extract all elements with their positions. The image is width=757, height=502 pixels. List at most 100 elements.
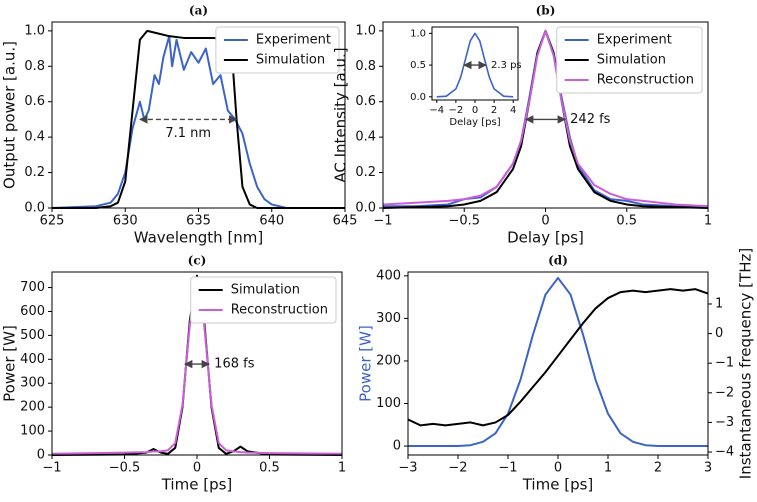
y-tick-label: 600 xyxy=(20,304,45,319)
panel: −3 −2 −1 0 1 2 3 0 100 200 300 400 −4 −3 −2 −1 0 1 (d) Time… xyxy=(357,248,755,494)
x-tick-label: 4 xyxy=(510,105,516,116)
y-tick-label: 0.2 xyxy=(24,165,45,180)
legend-label: Simulation xyxy=(231,283,300,298)
y-tick-label: 1.0 xyxy=(410,28,426,39)
y-tick-label: 0 xyxy=(37,448,45,463)
y-tick-label: 0.0 xyxy=(355,201,376,216)
x-tick-label: −1 xyxy=(42,461,61,476)
legend-label: Simulation xyxy=(256,53,325,68)
y2-tick-label: −1 xyxy=(715,356,734,371)
y-axis-label: AC Intensity [a.u.] xyxy=(332,47,350,182)
y-tick-label: 1.0 xyxy=(355,23,376,38)
panel: −1 −0.5 0 0.5 1 0 100 200 300 400 500 600 700 (c) Time… xyxy=(1,254,347,494)
plot-area xyxy=(408,272,708,455)
x-tick-label: −4 xyxy=(429,105,444,116)
panel-title: (c) xyxy=(188,254,207,268)
y2-tick-label: −4 xyxy=(715,445,734,460)
x-axis-label: Delay [ps] xyxy=(507,229,584,247)
x-tick-label: 635 xyxy=(186,214,211,229)
panel: 625 630 635 640 645 0.0 0.2 0.4 0.6 0.8 1.0 (a) Wave… xyxy=(1,4,358,247)
y-tick-label: 300 xyxy=(20,376,45,391)
x-tick-label: 0.5 xyxy=(616,214,637,229)
y-tick-label: 100 xyxy=(20,424,45,439)
legend-label: Reconstruction xyxy=(231,303,328,318)
series-line xyxy=(382,29,709,208)
x-tick-label: −1 xyxy=(498,461,517,476)
y-tick-label: 200 xyxy=(20,400,45,415)
y-axis-label: Power [W] xyxy=(357,325,375,402)
legend-label: Experiment xyxy=(256,33,331,48)
x-tick-label: 630 xyxy=(113,214,138,229)
legend-box xyxy=(190,276,337,324)
y-tick-label: 0.8 xyxy=(24,59,45,74)
y-tick-label: 0.4 xyxy=(355,130,376,145)
annotation-label: 2.3 ps xyxy=(491,60,522,71)
x-axis-label: Time [ps] xyxy=(161,476,233,494)
y2-tick-label: 1 xyxy=(715,296,723,311)
x-tick-label: 0 xyxy=(193,461,201,476)
y-tick-label: 0.8 xyxy=(355,59,376,74)
legend: Experiment Simulation xyxy=(215,26,340,74)
x-tick-label: 0 xyxy=(472,105,478,116)
y-tick-label: 0.2 xyxy=(355,165,376,180)
legend-box xyxy=(556,26,703,94)
series-line xyxy=(407,288,709,427)
series-line xyxy=(408,276,708,448)
series-line xyxy=(52,29,345,209)
x-tick-label: 3 xyxy=(704,461,712,476)
y-tick-label: 0.6 xyxy=(355,94,376,109)
x-tick-label: 1 xyxy=(604,461,612,476)
x-axis-label: Delay [ps] xyxy=(449,117,500,128)
x-tick-label: 0 xyxy=(541,214,549,229)
panel: −4 −2 0 2 4 0.0 0.5 1.0 Delay [ps] 2.3 ps xyxy=(410,26,522,128)
y-tick-label: 0.4 xyxy=(24,130,45,145)
y-tick-label: 400 xyxy=(20,352,45,367)
legend-box xyxy=(215,26,340,74)
x-tick-label: 2 xyxy=(654,461,662,476)
x-tick-label: 1 xyxy=(704,214,712,229)
panel-title: (d) xyxy=(548,254,568,268)
y-tick-label: 1.0 xyxy=(24,23,45,38)
y-tick-label: 200 xyxy=(376,353,401,368)
x-tick-label: 2 xyxy=(491,105,497,116)
annotation-label: 7.1 nm xyxy=(165,126,211,141)
x-tick-label: 645 xyxy=(333,214,358,229)
legend: Experiment Simulation Reconstruction xyxy=(556,26,703,94)
x-tick-label: −3 xyxy=(398,461,417,476)
y2-tick-label: −2 xyxy=(715,385,734,400)
legend: Simulation Reconstruction xyxy=(190,276,337,324)
legend-label: Simulation xyxy=(597,53,666,68)
y-tick-label: 0.0 xyxy=(24,201,45,216)
y-tick-label: 700 xyxy=(20,280,45,295)
y2-tick-label: 0 xyxy=(715,326,723,341)
panel-title: (b) xyxy=(536,4,556,18)
x-tick-label: 0.5 xyxy=(259,461,280,476)
x-tick-label: −1 xyxy=(373,214,392,229)
y-tick-label: 0.5 xyxy=(410,60,426,71)
y2-tick-label: −3 xyxy=(715,415,734,430)
y-tick-label: 0.6 xyxy=(24,94,45,109)
x-tick-label: 640 xyxy=(259,214,284,229)
y-tick-label: 400 xyxy=(376,268,401,283)
series-line xyxy=(51,274,343,456)
x-axis-label: Wavelength [nm] xyxy=(134,229,264,247)
series-line xyxy=(436,32,514,98)
x-tick-label: −0.5 xyxy=(448,214,480,229)
panel: −1 −0.5 0 0.5 1 0.0 0.2 0.4 0.6 0.8 1.0 (b) Delay [p… xyxy=(332,4,713,247)
y-tick-label: 100 xyxy=(376,396,401,411)
y-tick-label: 500 xyxy=(20,328,45,343)
y-tick-label: 0.0 xyxy=(410,92,426,103)
x-tick-label: −0.5 xyxy=(109,461,141,476)
x-tick-label: −2 xyxy=(449,105,464,116)
x-tick-label: −2 xyxy=(448,461,467,476)
x-axis-label: Time [ps] xyxy=(522,476,594,494)
x-tick-label: 625 xyxy=(40,214,65,229)
y-tick-label: 0 xyxy=(393,439,401,454)
y-axis-label: Output power [a.u.] xyxy=(1,41,19,189)
panel-title: (a) xyxy=(189,4,208,18)
x-tick-label: 0 xyxy=(554,461,562,476)
legend-label: Reconstruction xyxy=(597,73,694,88)
y-tick-label: 300 xyxy=(376,311,401,326)
